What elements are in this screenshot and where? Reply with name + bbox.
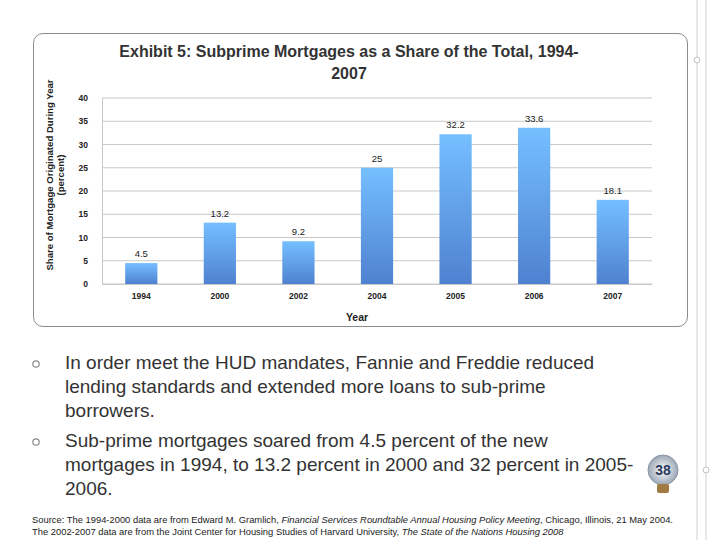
data-label: 32.2 [446, 119, 465, 130]
bar [282, 241, 314, 284]
bullet-text: In order meet the HUD mandates, Fannie a… [65, 351, 640, 423]
x-tick: 2005 [446, 284, 465, 301]
source-part: Source: The 1994-2000 data are from Edwa… [32, 514, 281, 525]
y-tick-label: 25 [79, 163, 89, 173]
y-tick: 5 [83, 256, 102, 266]
y-tick: 25 [79, 163, 102, 173]
y-tick-label: 30 [79, 140, 89, 150]
y-tick: 0 [83, 279, 102, 289]
grid-line [102, 98, 652, 99]
bullet-marker [33, 439, 39, 445]
bars [125, 128, 629, 284]
bar [204, 223, 236, 284]
bar [597, 200, 629, 284]
bullet-marker [33, 361, 39, 367]
y-tick: 30 [79, 140, 102, 150]
data-labels: 4.5 13.2 9.2 25 32.2 33.6 18.1 [135, 113, 622, 259]
y-tick-label: 15 [79, 209, 89, 219]
x-tick: 2000 [210, 284, 229, 301]
bar [361, 168, 393, 284]
page-bulb [648, 455, 678, 493]
x-tick-label: 2004 [368, 291, 387, 301]
y-tick-label: 35 [79, 116, 89, 126]
bar [125, 263, 157, 284]
rule [706, 0, 707, 540]
x-tick-label: 2007 [603, 291, 622, 301]
y-tick-label: 5 [83, 256, 88, 266]
x-tick-label: 2006 [525, 291, 544, 301]
x-tick: 2007 [603, 284, 622, 301]
y-tick: 20 [79, 186, 102, 196]
data-label: 18.1 [603, 185, 622, 196]
x-tick-label: 1994 [132, 291, 151, 301]
data-label: 4.5 [135, 248, 148, 259]
slide: 0 5 10 15 20 25 30 35 40 1994 2000 2002 2004 2005 2006… [0, 0, 720, 540]
grid [102, 98, 652, 284]
x-tick: 2006 [525, 284, 544, 301]
x-tick: 2004 [368, 284, 387, 301]
bar [439, 134, 471, 284]
x-axis: 1994 2000 2002 2004 2005 2006 2007 [103, 284, 653, 301]
data-label: 25 [372, 153, 383, 164]
y-tick: 40 [79, 93, 102, 103]
x-axis-title: Year [346, 311, 368, 323]
chart-title: Exhibit 5: Subprime Mortgages as a Share… [108, 41, 590, 85]
y-tick-label: 10 [79, 233, 89, 243]
x-tick-label: 2000 [210, 291, 229, 301]
source-note: Source: The 1994-2000 data are from Edwa… [32, 514, 682, 538]
grid-line [102, 144, 652, 145]
y-axis: 0 5 10 15 20 25 30 35 40 [79, 93, 103, 289]
data-label: 9.2 [292, 226, 305, 237]
y-tick: 15 [79, 209, 102, 219]
source-part: The State of the Nations Housing 2008 [402, 526, 564, 537]
y-tick: 10 [79, 233, 102, 243]
x-tick: 2002 [289, 284, 308, 301]
y-tick-label: 20 [79, 186, 89, 196]
y-axis-line [102, 99, 103, 285]
bullet-text: Sub-prime mortgages soared from 4.5 perc… [65, 429, 640, 501]
data-label: 13.2 [211, 208, 230, 219]
y-tick-label: 40 [79, 93, 89, 103]
bulb-glass [648, 455, 678, 485]
data-label: 33.6 [525, 113, 544, 124]
source-part: Financial Services Roundtable Annual Hou… [281, 514, 540, 525]
page-number: 38 [655, 462, 671, 478]
grid-line [102, 121, 652, 122]
rule-dot [703, 467, 709, 473]
y-tick-label: 0 [83, 279, 88, 289]
x-axis-line [103, 284, 653, 285]
x-tick-label: 2005 [446, 291, 465, 301]
y-tick: 35 [79, 116, 102, 126]
x-tick: 1994 [132, 284, 151, 301]
rule-dot [694, 57, 700, 63]
rule [697, 0, 698, 540]
decoration [648, 0, 709, 540]
x-tick-label: 2002 [289, 291, 308, 301]
bulb-base [657, 484, 669, 493]
bar [518, 128, 550, 284]
y-axis-title: Share of Mortgage Originated During Year… [44, 64, 66, 286]
